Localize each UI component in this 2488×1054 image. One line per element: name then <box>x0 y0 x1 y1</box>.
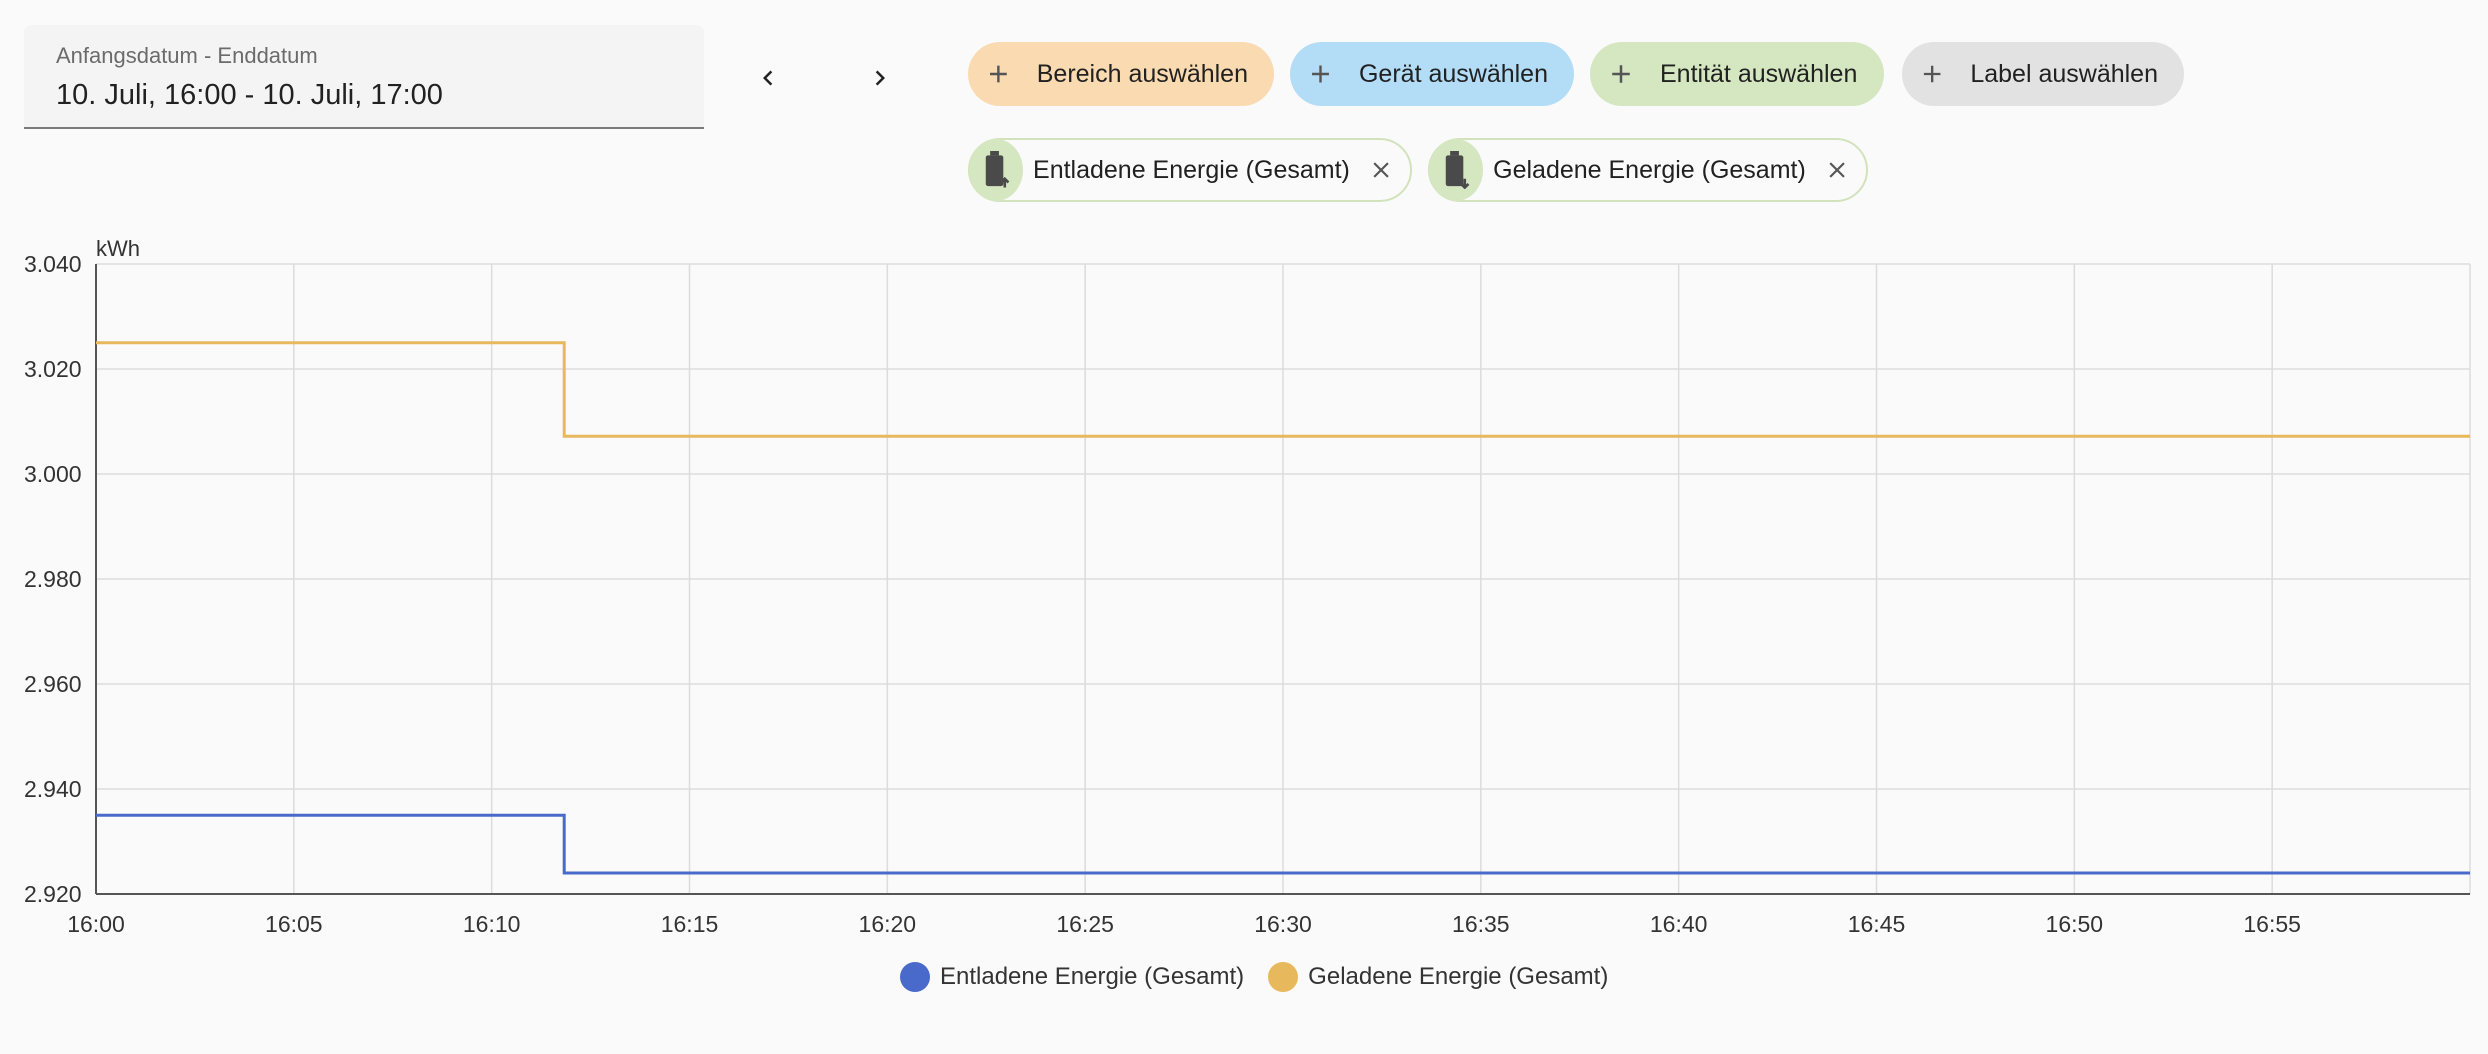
selected-entity-chip[interactable]: Geladene Energie (Gesamt) <box>1428 138 1868 202</box>
y-tick-label: 3.040 <box>24 251 82 277</box>
x-tick-label: 16:55 <box>2243 911 2301 937</box>
legend-item-geladene-energie[interactable]: Geladene Energie (Gesamt) <box>1268 962 1608 992</box>
battery-arrow-down-icon <box>1445 151 1470 189</box>
y-tick-label: 2.940 <box>24 776 82 802</box>
series-line-0[interactable] <box>96 813 2470 875</box>
next-period-button[interactable] <box>848 46 912 110</box>
x-tick-label: 16:35 <box>1452 911 1510 937</box>
date-range-value: 10. Juli, 16:00 - 10. Juli, 17:00 <box>56 79 443 111</box>
legend-label: Entladene Energie (Gesamt) <box>940 963 1245 990</box>
x-tick-label: 16:00 <box>67 911 125 937</box>
chart-series <box>96 341 2470 875</box>
y-tick-label: 3.000 <box>24 461 82 487</box>
x-tick-label: 16:15 <box>661 911 719 937</box>
y-tick-label: 2.980 <box>24 566 82 592</box>
x-tick-label: 16:10 <box>463 911 521 937</box>
plus-icon <box>1612 65 1630 83</box>
y-tick-label: 3.020 <box>24 356 82 382</box>
x-tick-label: 16:25 <box>1056 911 1114 937</box>
chart-grid <box>95 263 2471 895</box>
entity-avatar <box>969 139 1024 201</box>
x-axis-ticks: 16:00 16:05 16:10 16:15 16:20 16:25 16:30 16:35… <box>67 911 2301 937</box>
choose-entity-label: Entität auswählen <box>1660 59 1858 88</box>
previous-period-button[interactable] <box>736 46 800 110</box>
x-tick-label: 16:20 <box>859 911 917 937</box>
remove-entity-icon[interactable] <box>1824 155 1850 185</box>
history-chart[interactable]: kWh 3.0403.0203.0002.9802.9602.9402.920 … <box>0 230 2488 950</box>
entity-chip-label: Entladene Energie (Gesamt) <box>1033 155 1350 184</box>
plus-icon <box>989 65 1007 83</box>
plus-icon <box>1923 65 1941 83</box>
choose-label-label: Label auswählen <box>1970 59 2158 88</box>
selected-entity-chip[interactable]: Entladene Energie (Gesamt) <box>968 138 1412 202</box>
x-tick-label: 16:45 <box>1848 911 1906 937</box>
choose-device-label: Gerät auswählen <box>1358 59 1548 88</box>
date-range-label: Anfangsdatum - Enddatum <box>56 43 318 68</box>
chevron-left-icon <box>763 70 773 86</box>
battery-arrow-up-icon <box>985 151 1010 188</box>
series-line-1[interactable] <box>96 341 2470 438</box>
choose-area-label: Bereich auswählen <box>1036 59 1248 88</box>
x-tick-label: 16:05 <box>265 911 323 937</box>
date-range-picker[interactable]: Anfangsdatum - Enddatum 10. Juli, 16:00 … <box>24 25 704 129</box>
legend-color-dot <box>900 962 930 992</box>
y-axis-ticks: 3.040 3.020 3.000 2.980 2.960 2.940 2.920 <box>24 251 82 907</box>
y-tick-label: 2.920 <box>24 881 82 907</box>
y-tick-label: 2.960 <box>24 671 82 697</box>
choose-entity-button[interactable]: Entität auswählen <box>1590 42 1884 106</box>
x-tick-label: 16:50 <box>2046 911 2104 937</box>
legend-color-dot <box>1268 962 1299 992</box>
legend-item-entladene-energie[interactable]: Entladene Energie (Gesamt) <box>900 962 1244 992</box>
choose-area-button[interactable]: Bereich auswählen <box>968 42 1274 106</box>
y-axis-unit-label: kWh <box>96 236 140 261</box>
entity-avatar <box>1429 139 1484 201</box>
plus-icon <box>1312 65 1329 83</box>
chevron-right-icon <box>875 70 885 86</box>
legend-label: Geladene Energie (Gesamt) <box>1308 963 1609 990</box>
x-tick-label: 16:30 <box>1254 911 1312 937</box>
chart-legend: Entladene Energie (Gesamt) Geladene Ener… <box>900 962 1632 992</box>
remove-entity-icon[interactable] <box>1368 155 1394 185</box>
entity-chip-label: Geladene Energie (Gesamt) <box>1493 155 1806 184</box>
choose-device-button[interactable]: Gerät auswählen <box>1290 42 1574 106</box>
x-tick-label: 16:40 <box>1650 911 1708 937</box>
choose-label-button[interactable]: Label auswählen <box>1902 42 2184 106</box>
